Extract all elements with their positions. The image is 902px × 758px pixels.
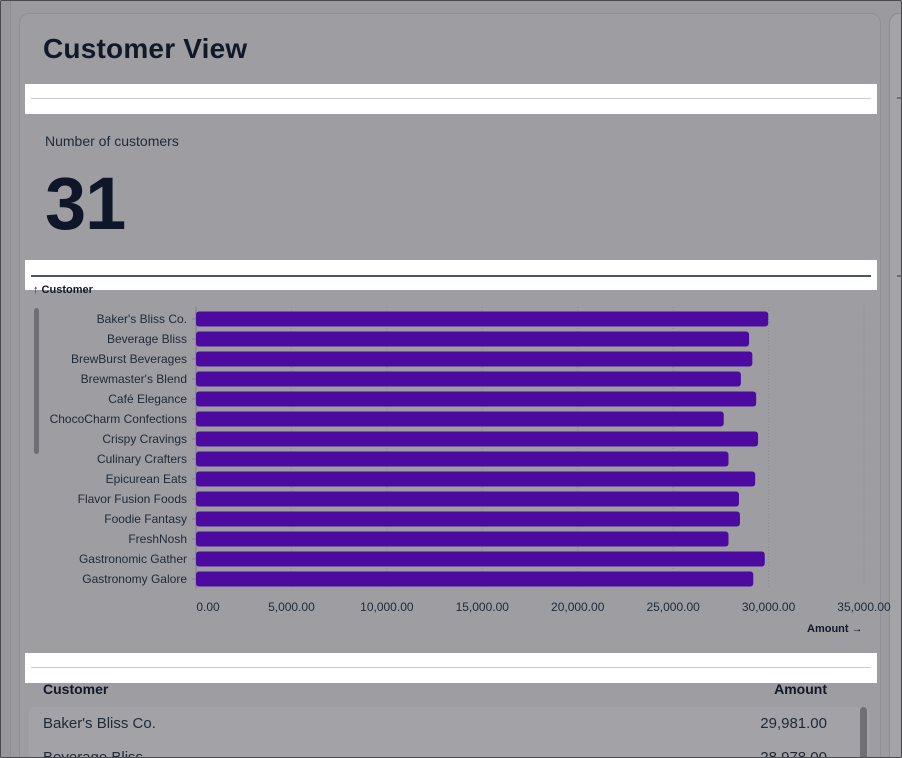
amount-cell: 28,978.00 [760,749,827,758]
x-tick-label: 35,000.00 [837,600,891,614]
category-label: Brewmaster's Blend [81,372,187,386]
y-axis-sort-toggle[interactable]: ↑ Customer [33,284,93,296]
category-label: Café Elegance [108,392,187,406]
chart-scrollbar[interactable] [34,308,39,454]
table-row[interactable]: Baker's Bliss Co. 29,981.00 [29,707,855,741]
bar[interactable] [196,311,769,327]
bar[interactable] [196,431,759,447]
x-tick-label: 30,000.00 [742,600,796,614]
category-label: Gastronomic Gather [79,552,187,566]
x-tick-label: 25,000.00 [646,600,700,614]
table-row[interactable]: Beverage Bliss 28,978.00 [29,741,855,758]
column-header-customer[interactable]: Customer [43,681,109,697]
x-tick-label: 20,000.00 [551,600,605,614]
bar[interactable] [196,471,756,487]
category-label: Epicurean Eats [106,472,187,486]
table-scrollbar[interactable] [860,707,867,757]
bar[interactable] [196,331,750,347]
category-label: Baker's Bliss Co. [97,312,187,326]
column-header-amount[interactable]: Amount [774,681,827,697]
divider-band [25,84,877,114]
bar[interactable] [196,391,757,407]
chart-top-band [25,260,877,290]
category-label: Gastronomy Galore [82,572,187,586]
category-label: Crispy Cravings [102,432,187,446]
divider-band [25,653,877,683]
adjacent-panel-mark [897,275,901,277]
x-tick-label: 15,000.00 [456,600,510,614]
amount-cell: 29,981.00 [760,715,827,732]
x-axis-title[interactable]: Amount → [807,623,863,635]
bar[interactable] [196,411,724,427]
customer-cell: Baker's Bliss Co. [43,715,156,732]
left-edge [1,1,11,757]
metric-label: Number of customers [45,133,179,149]
bar[interactable] [196,531,729,547]
table-body: Baker's Bliss Co. 29,981.00 Beverage Bli… [29,707,869,758]
x-tick-label: 5,000.00 [268,600,315,614]
category-label: FreshNosh [128,532,187,546]
customer-cell: Beverage Bliss [43,749,144,758]
bar[interactable] [196,511,740,527]
bar[interactable] [196,491,739,507]
bar[interactable] [196,551,765,567]
table-header: Customer Amount [29,681,841,705]
page-title: Customer View [43,33,248,64]
category-label: Flavor Fusion Foods [78,492,187,506]
category-label: Beverage Bliss [107,332,187,346]
adjacent-panel [889,13,901,757]
metric-value: 31 [45,162,126,245]
category-label: ChocoCharm Confections [50,412,187,426]
category-label: BrewBurst Beverages [71,352,187,366]
x-tick-label: 10,000.00 [360,600,414,614]
category-label: Foodie Fantasy [104,512,187,526]
bar[interactable] [196,451,729,467]
bar[interactable] [196,371,741,387]
bar[interactable] [196,351,753,367]
bar[interactable] [196,571,754,587]
category-label: Culinary Crafters [97,452,187,466]
adjacent-panel-mark [897,97,901,99]
x-tick-label: 0.00 [196,600,220,614]
